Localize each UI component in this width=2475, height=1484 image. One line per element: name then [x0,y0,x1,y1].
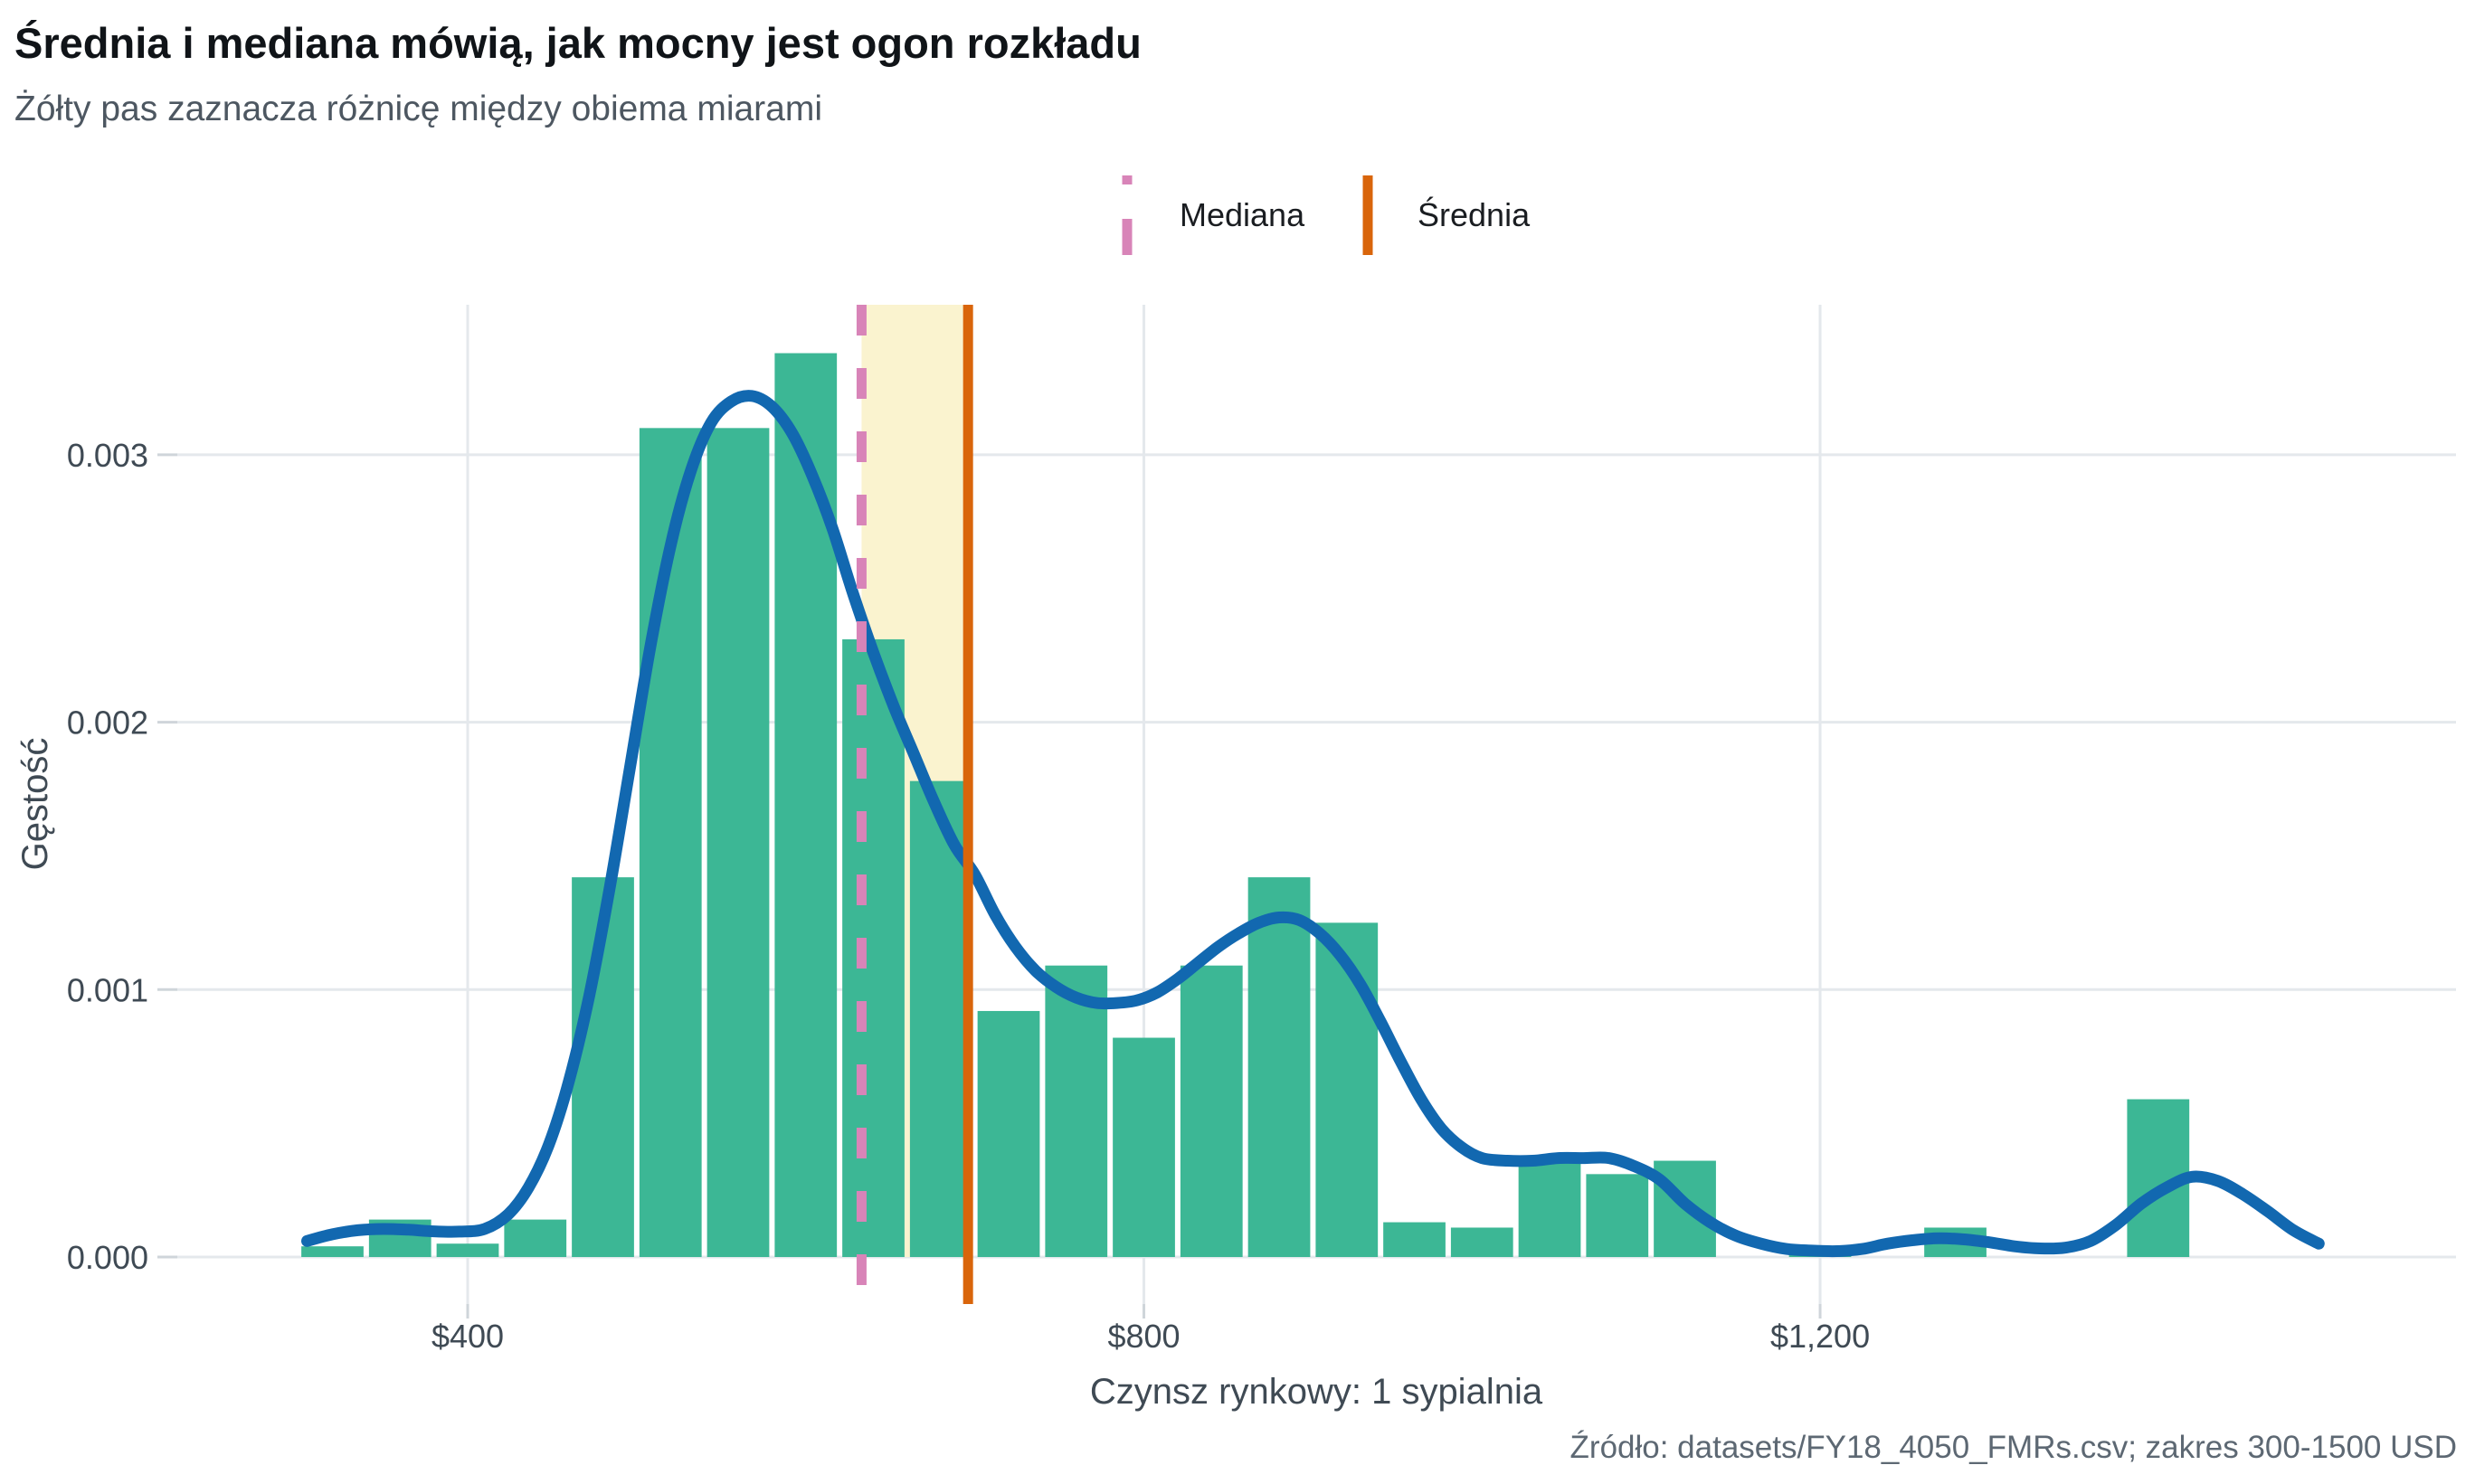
x-tick-label: $800 [1107,1318,1180,1355]
histogram-bar [301,1246,364,1257]
histogram-bar [504,1219,567,1257]
histogram-bar [1045,965,1108,1257]
x-axis-title: Czynsz rynkowy: 1 sypialnia [1090,1372,1543,1412]
histogram-bar [1586,1174,1649,1257]
chart-subtitle: Żółty pas zaznacza różnicę między obiema… [14,90,822,128]
chart-caption: Źródło: datasets/FY18_4050_FMRs.csv; zak… [1570,1430,2457,1465]
histogram-bar [1315,922,1379,1257]
y-axis-title: Gęstość [15,738,55,871]
y-tick-label: 0.001 [67,971,148,1008]
legend-label-mean: Średnia [1418,195,1531,233]
histogram-bar [1113,1037,1175,1257]
y-tick-label: 0.002 [67,704,148,742]
legend-label-median: Mediana [1180,196,1305,233]
histogram-bar [1518,1155,1581,1257]
histogram-bar [977,1010,1040,1257]
x-tick-label: $1,200 [1770,1318,1870,1355]
y-tick-label: 0.003 [67,437,148,474]
x-tick-label: $400 [431,1318,504,1355]
histogram-bar [842,638,905,1257]
histogram-bar [706,428,770,1258]
density-curve [301,390,2325,1258]
histogram-bar [1383,1222,1446,1257]
histogram-bar [1180,965,1243,1257]
histogram-bar [1450,1227,1513,1257]
histogram-bar [436,1243,499,1257]
histogram-bar [1247,877,1311,1257]
y-tick-label: 0.000 [67,1239,148,1276]
histogram-bar [774,353,838,1257]
chart-title: Średnia i mediana mówią, jak mocny jest … [14,19,1142,67]
